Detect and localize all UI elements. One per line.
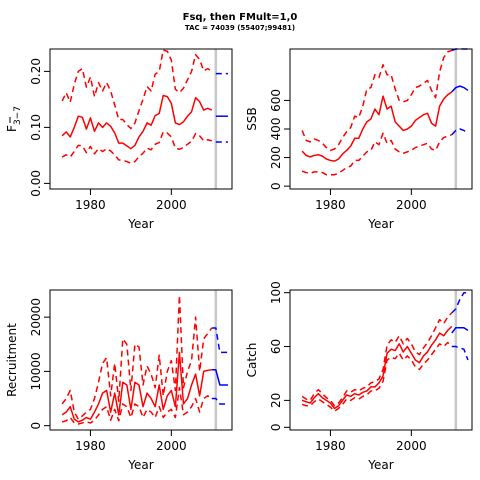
series-proj-median (211, 369, 228, 386)
series-proj-upper (211, 327, 228, 354)
plot-frame (49, 48, 233, 190)
figure-subtitle: TAC = 74039 (55407;99481) (185, 24, 295, 32)
x-tick-label: 1980 (315, 439, 346, 453)
plot-frame (289, 289, 473, 431)
y-axis-title-main: Recruitment (5, 323, 19, 397)
y-axis-title: F3−7 (5, 106, 23, 132)
x-axis-title: Year (127, 458, 153, 472)
catch-panel: 1980 2000 0 20 60 100 Year Catch (245, 281, 473, 472)
series-proj-lower (451, 345, 469, 361)
y-axis-title-main: Catch (245, 343, 259, 378)
series-hist-lower (61, 131, 212, 164)
x-tick-label: 1980 (75, 439, 106, 453)
series-hist-upper (61, 294, 213, 420)
x-tick-label: 2000 (156, 439, 187, 453)
y-tick-label: 60 (269, 339, 283, 354)
y-tick-label: 20000 (29, 298, 43, 336)
y-tick-label: 100 (269, 281, 283, 304)
y-tick-label: 0 (269, 423, 283, 431)
series-hist-lower (61, 386, 213, 425)
y-axis-title-subscript: 3−7 (13, 106, 23, 125)
x-tick-label: 2000 (156, 198, 187, 212)
series-proj-lower (211, 397, 228, 405)
y-tick-label: 400 (269, 118, 283, 141)
plot-frame (49, 289, 233, 431)
series-proj-lower (451, 128, 469, 136)
y-tick-label: 0.00 (29, 170, 43, 197)
ssb-panel: 1980 2000 0 200 400 600 Year SSB (245, 48, 473, 231)
y-axis-title-main: F (5, 125, 19, 132)
y-axis-title: Catch (245, 343, 259, 378)
y-tick-label: 0.10 (29, 114, 43, 141)
series-hist-upper (61, 49, 213, 130)
series-hist-lower (301, 341, 453, 412)
x-axis-title: Year (367, 458, 393, 472)
y-axis-title-main: SSB (245, 107, 259, 130)
series-hist-median (61, 351, 212, 423)
plot-frame (289, 48, 473, 190)
y-axis-title: SSB (245, 107, 259, 130)
y-tick-label: 0 (269, 182, 283, 190)
series-hist-median (301, 325, 453, 410)
y-tick-label: 10000 (29, 352, 43, 390)
series-hist-lower (301, 132, 453, 176)
f-panel: 1980 2000 0.00 0.10 0.20 Year F3−7 (5, 48, 233, 231)
y-axis-title: Recruitment (5, 323, 19, 397)
series-hist-upper (301, 49, 453, 152)
x-tick-label: 2000 (396, 198, 427, 212)
y-tick-label: 20 (269, 393, 283, 408)
x-axis-title: Year (127, 217, 153, 231)
x-tick-label: 1980 (315, 198, 346, 212)
figure-title: Fsq, then FMult=1,0 (183, 12, 298, 23)
series-hist-median (301, 91, 453, 162)
x-tick-label: 2000 (396, 439, 427, 453)
series-proj-median (451, 85, 469, 93)
series-hist-upper (301, 312, 453, 407)
x-axis-title: Year (367, 217, 393, 231)
x-tick-label: 1980 (75, 198, 106, 212)
series-proj-upper (451, 291, 468, 314)
series-proj-median (451, 326, 469, 334)
series-hist-median (61, 94, 213, 150)
y-tick-label: 600 (269, 89, 283, 112)
y-tick-label: 0 (29, 422, 43, 430)
y-tick-label: 200 (269, 146, 283, 169)
y-tick-label: 0.20 (29, 58, 43, 85)
